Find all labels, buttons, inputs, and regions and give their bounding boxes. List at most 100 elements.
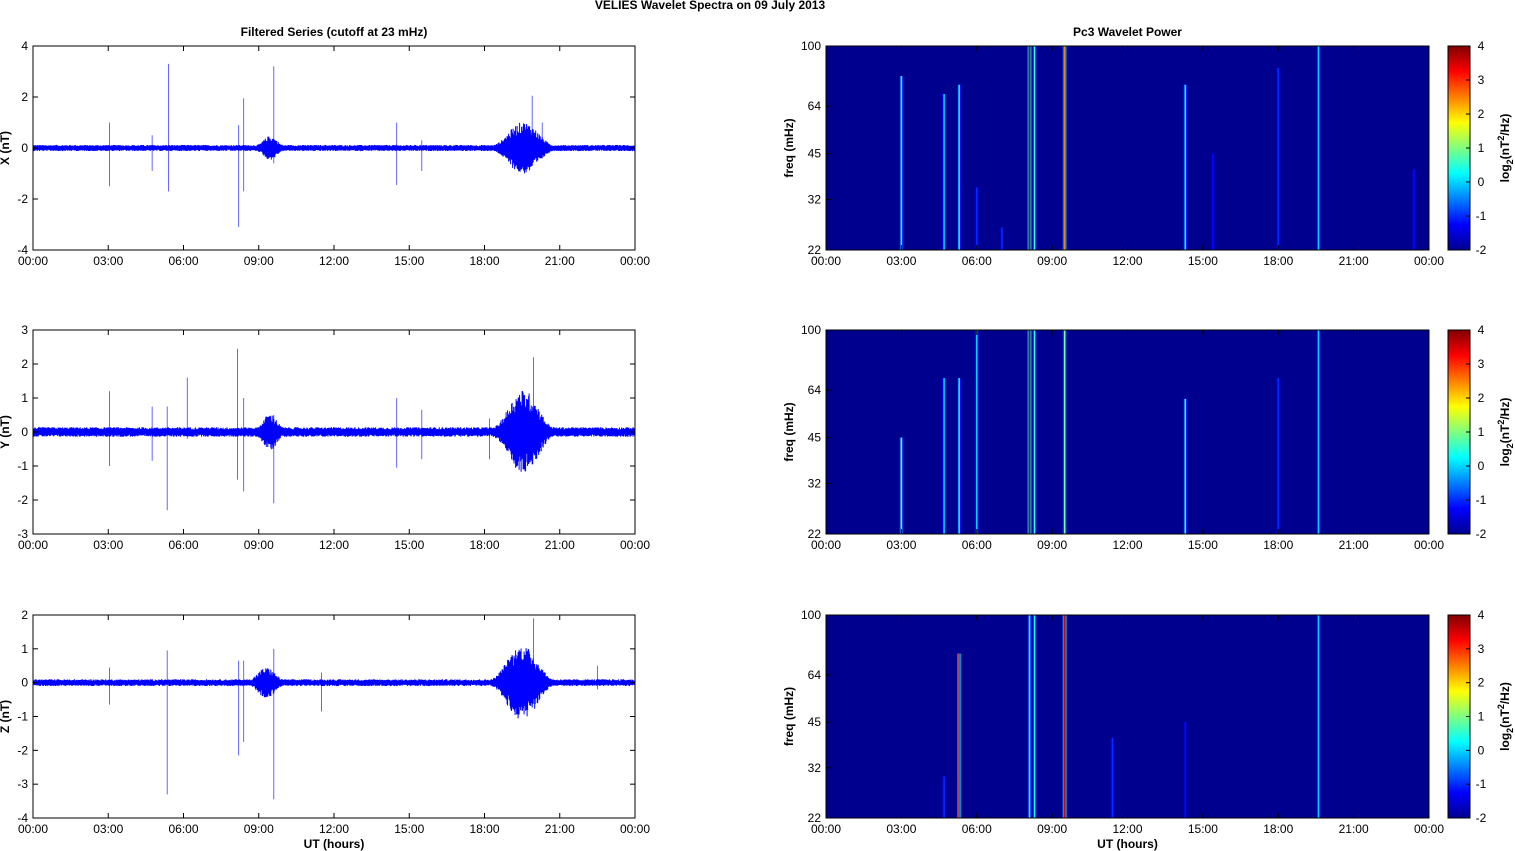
y-tick-label: 100 <box>801 323 821 337</box>
power-streak <box>975 187 978 250</box>
power-streak <box>1111 737 1114 818</box>
line-panel-3: -4 -3 -2 -1 0 1 2 00:00 03:00 06:00 09:00 12:00 15:0… <box>0 608 650 851</box>
power-streak <box>1001 227 1003 250</box>
x-tick-label: 12:00 <box>1112 822 1142 836</box>
line-panel-2: -3 -2 -1 0 1 2 3 00:00 03:00 06:00 09:00 12:00 15:00… <box>0 323 650 552</box>
y-tick-label: -1 <box>17 459 28 473</box>
y-tick-label: -3 <box>17 777 28 791</box>
power-streak <box>1413 169 1415 250</box>
y-tick-label: 2 <box>21 608 28 622</box>
power-streak <box>1063 615 1066 818</box>
power-streak <box>1033 615 1036 818</box>
y-tick-label: 32 <box>808 193 822 207</box>
x-tick-label: 06:00 <box>962 538 992 552</box>
y-tick-label: 0 <box>21 425 28 439</box>
colorbar-tick-label: -1 <box>1476 493 1487 507</box>
colorbar-label: log2(nT2/Hz) <box>1496 114 1515 183</box>
power-streak <box>943 776 945 818</box>
x-tick-label: 00:00 <box>1414 822 1444 836</box>
x-tick-label: 09:00 <box>1037 822 1067 836</box>
x-tick-label: 03:00 <box>886 538 916 552</box>
colorbar-tick-label: -1 <box>1476 777 1487 791</box>
y-axis-label: X (nT) <box>0 131 12 165</box>
colorbar-tick-label: 0 <box>1478 743 1485 757</box>
x-tick-label: 21:00 <box>545 538 575 552</box>
x-tick-label: 00:00 <box>1414 538 1444 552</box>
power-streak <box>1317 330 1320 534</box>
colorbar-label: log2(nT2/Hz) <box>1496 682 1515 751</box>
x-tick-label: 00:00 <box>620 254 650 268</box>
x-tick-label: 06:00 <box>962 822 992 836</box>
y-tick-label: -4 <box>17 243 28 257</box>
y-tick-label: 64 <box>808 99 822 113</box>
colorbar-tick-label: -2 <box>1476 811 1487 825</box>
y-tick-label: 100 <box>801 39 821 53</box>
x-tick-label: 03:00 <box>886 822 916 836</box>
x-tick-label: 00:00 <box>811 822 841 836</box>
power-streak <box>900 76 903 250</box>
power-streak <box>1184 722 1187 818</box>
heatmap-background <box>826 46 1429 250</box>
y-axis-label: Y (nT) <box>0 415 12 449</box>
power-streak <box>1063 46 1066 250</box>
x-tick-label: 00:00 <box>1414 254 1444 268</box>
y-axis-label: Z (nT) <box>0 700 12 733</box>
x-tick-label: 15:00 <box>1188 822 1218 836</box>
plot-area <box>33 615 635 818</box>
y-tick-label: -2 <box>17 192 28 206</box>
power-streak <box>1277 378 1280 534</box>
y-tick-label: 45 <box>808 147 822 161</box>
x-tick-label: 21:00 <box>545 254 575 268</box>
y-tick-label: -2 <box>17 493 28 507</box>
colorbar-tick-label: -2 <box>1476 527 1487 541</box>
y-tick-label: 1 <box>21 642 28 656</box>
x-tick-label: 12:00 <box>319 822 349 836</box>
x-tick-label: 15:00 <box>1188 254 1218 268</box>
colorbar-tick-label: 4 <box>1478 323 1485 337</box>
y-tick-label: 1 <box>21 391 28 405</box>
x-tick-label: 09:00 <box>244 538 274 552</box>
heatmap-background <box>826 330 1429 534</box>
y-tick-label: 22 <box>808 243 822 257</box>
x-tick-label: 18:00 <box>1263 538 1293 552</box>
y-tick-label: -1 <box>17 710 28 724</box>
x-tick-label: 21:00 <box>545 822 575 836</box>
x-tick-label: 12:00 <box>1112 538 1142 552</box>
power-streak <box>1317 46 1320 250</box>
figure-title: VELIES Wavelet Spectra on 09 July 2013 <box>595 0 826 12</box>
y-tick-label: 45 <box>808 715 822 729</box>
x-tick-label: 18:00 <box>1263 822 1293 836</box>
colorbar-tick-label: 3 <box>1478 357 1485 371</box>
x-tick-label: 21:00 <box>1339 538 1369 552</box>
y-axis-label: freq (mHz) <box>782 402 796 461</box>
power-streak <box>1317 615 1320 818</box>
x-tick-label: 15:00 <box>394 254 424 268</box>
x-tick-label: 00:00 <box>18 538 48 552</box>
x-tick-label: 03:00 <box>93 822 123 836</box>
x-tick-label: 21:00 <box>1339 822 1369 836</box>
x-tick-label: 00:00 <box>620 538 650 552</box>
colorbar-tick-label: 4 <box>1478 608 1485 622</box>
y-tick-label: 32 <box>808 477 822 491</box>
y-tick-label: 64 <box>808 668 822 682</box>
x-tick-label: 03:00 <box>93 254 123 268</box>
power-streak <box>900 437 903 534</box>
x-tick-label: 15:00 <box>394 538 424 552</box>
y-tick-label: 0 <box>21 141 28 155</box>
colorbar-label: log2(nT2/Hz) <box>1496 398 1515 467</box>
power-streak <box>1033 330 1036 534</box>
power-streak <box>1184 398 1187 534</box>
power-streak <box>1028 615 1031 818</box>
colorbar-tick-label: -1 <box>1476 209 1487 223</box>
colorbar-tick-label: 1 <box>1478 425 1485 439</box>
y-tick-label: 2 <box>21 90 28 104</box>
y-axis-label: freq (mHz) <box>782 118 796 177</box>
power-streak <box>1277 67 1280 250</box>
x-axis-label: UT (hours) <box>304 837 365 851</box>
x-tick-label: 09:00 <box>244 254 274 268</box>
colorbar-tick-label: 3 <box>1478 73 1485 87</box>
x-tick-label: 18:00 <box>1263 254 1293 268</box>
